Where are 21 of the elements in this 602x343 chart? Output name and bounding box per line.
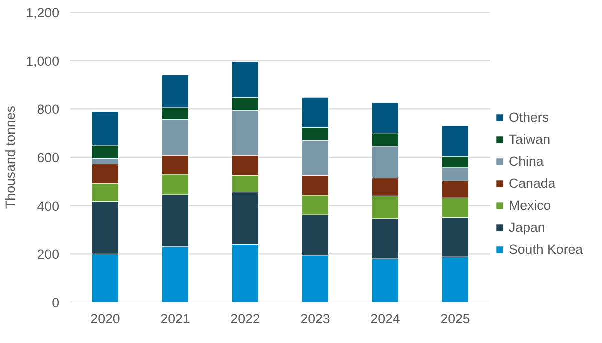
x-tick-label: 2024	[370, 312, 401, 326]
legend-label: South Korea	[509, 242, 584, 257]
y-axis-title: Thousand tonnes	[3, 106, 18, 209]
x-tick-label: 2023	[300, 312, 330, 326]
x-tick-label: 2022	[230, 312, 260, 326]
y-tick-label: 400	[37, 198, 60, 214]
x-tick-label: 2020	[90, 312, 120, 326]
legend-label: Taiwan	[509, 132, 550, 147]
legend-label: China	[509, 154, 544, 169]
x-tick-label: 2025	[440, 312, 470, 326]
y-tick-label: 800	[37, 102, 60, 118]
legend-label: Mexico	[509, 198, 552, 213]
legend-label: Others	[509, 110, 549, 125]
legend-label: Canada	[509, 176, 556, 191]
y-tick-label: 1,000	[26, 54, 60, 69]
y-tick-label: 0	[52, 296, 60, 310]
y-tick-label: 600	[37, 150, 60, 166]
legend-label: Japan	[509, 220, 546, 235]
x-tick-label: 2021	[160, 312, 190, 326]
y-tick-label: 1,200	[26, 6, 60, 20]
y-tick-label: 200	[37, 247, 60, 262]
